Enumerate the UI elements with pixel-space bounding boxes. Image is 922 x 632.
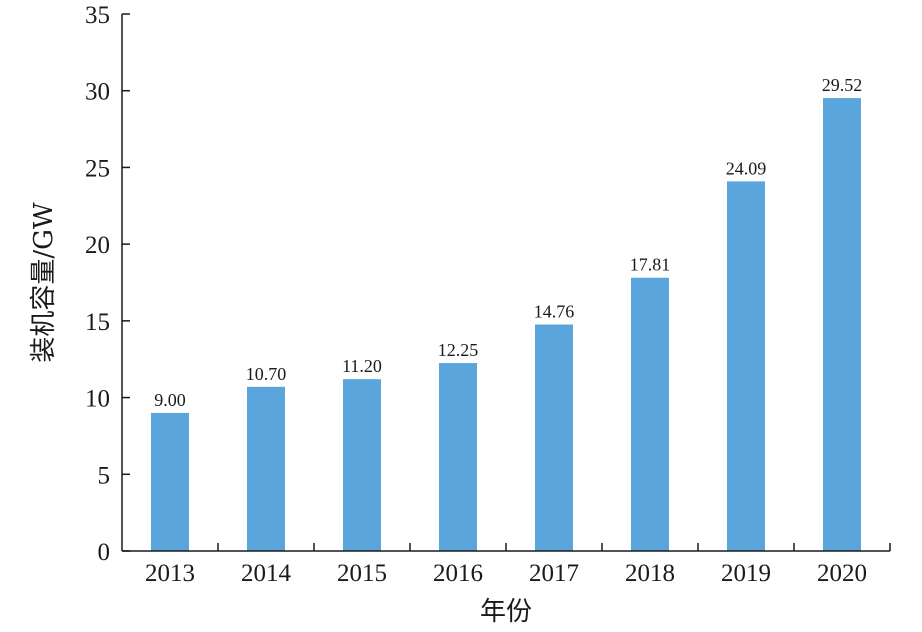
x-tick-label: 2015 (337, 560, 387, 587)
bar-value-label: 14.76 (534, 302, 575, 322)
y-axis-title: 装机容量/GW (29, 202, 59, 363)
bar-value-label: 17.81 (630, 255, 671, 275)
bar (151, 412, 189, 551)
x-tick-label: 2017 (529, 560, 579, 587)
y-tick-label: 25 (85, 155, 110, 182)
x-tick-label: 2016 (433, 560, 483, 587)
bar-value-label: 9.00 (154, 390, 186, 410)
bar (535, 324, 573, 551)
bar-value-label: 24.09 (726, 158, 767, 178)
bar (727, 181, 765, 551)
y-tick-label: 35 (85, 2, 110, 29)
bars-group (151, 98, 861, 551)
bar (343, 379, 381, 551)
y-tick-label: 30 (85, 79, 110, 106)
bar-value-label: 12.25 (438, 340, 479, 360)
bar-value-label: 10.70 (246, 364, 287, 384)
x-axis-title: 年份 (480, 597, 532, 627)
bar (439, 363, 477, 551)
y-tick-label: 20 (85, 232, 110, 259)
bar (631, 277, 669, 551)
x-tick-label: 2019 (721, 560, 771, 587)
value-labels-group: 9.00 10.70 11.20 12.25 14.76 17.81 24.09 29.52 (154, 75, 862, 410)
y-tick-label: 5 (98, 462, 111, 489)
x-tick-label: 2020 (817, 560, 867, 587)
y-tick-label: 10 (85, 386, 110, 413)
bar (823, 98, 861, 551)
x-tick-label: 2018 (625, 560, 675, 587)
y-tick-label: 15 (85, 309, 110, 336)
x-tick-label: 2013 (145, 560, 195, 587)
y-axis: 0 5 10 15 20 25 30 35 (85, 2, 130, 566)
x-tick-label: 2014 (241, 560, 292, 587)
bar-value-label: 11.20 (342, 356, 382, 376)
y-tick-label: 0 (98, 539, 111, 566)
x-axis: 2013 2014 2015 2016 2017 2018 2019 2020 (122, 543, 891, 587)
bar (247, 386, 285, 551)
bar-value-label: 29.52 (822, 75, 863, 95)
